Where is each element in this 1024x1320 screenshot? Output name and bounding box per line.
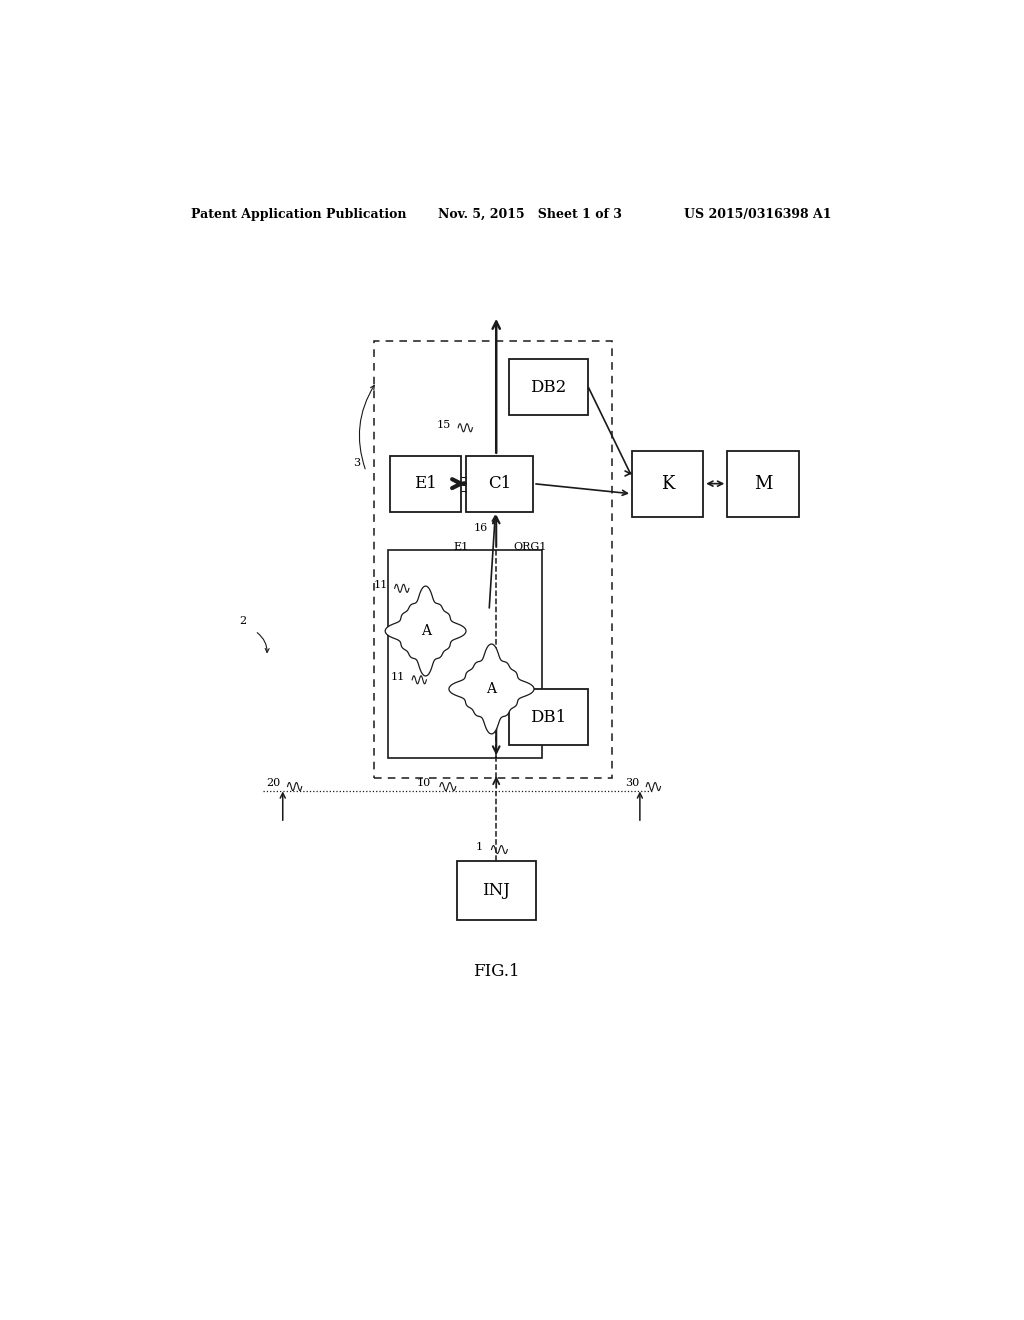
Text: 11: 11 <box>391 672 404 681</box>
Bar <box>727 450 799 516</box>
Bar <box>632 450 703 516</box>
Text: 15: 15 <box>436 420 451 430</box>
Bar <box>390 455 462 512</box>
Bar <box>457 861 536 920</box>
Text: E1: E1 <box>414 475 437 492</box>
Text: A: A <box>486 682 497 696</box>
PathPatch shape <box>385 586 466 676</box>
Bar <box>509 359 589 414</box>
Text: 20: 20 <box>266 779 281 788</box>
Text: ORG1: ORG1 <box>513 541 546 552</box>
Text: 16: 16 <box>474 523 488 533</box>
Text: 11: 11 <box>373 581 387 590</box>
Text: 30: 30 <box>625 779 639 788</box>
Text: US 2015/0316398 A1: US 2015/0316398 A1 <box>684 207 831 220</box>
Text: C1: C1 <box>487 475 511 492</box>
Text: DB2: DB2 <box>530 379 566 396</box>
Bar <box>509 689 589 746</box>
Text: A: A <box>421 624 431 638</box>
Text: INJ: INJ <box>482 882 510 899</box>
Bar <box>466 455 534 512</box>
PathPatch shape <box>449 644 534 734</box>
Text: 3: 3 <box>353 458 360 469</box>
Text: 2: 2 <box>240 616 247 626</box>
Text: FIG.1: FIG.1 <box>473 964 519 979</box>
Bar <box>374 342 612 779</box>
Text: 1: 1 <box>476 842 483 851</box>
Bar <box>388 549 543 758</box>
Text: Nov. 5, 2015   Sheet 1 of 3: Nov. 5, 2015 Sheet 1 of 3 <box>437 207 622 220</box>
Text: K: K <box>660 475 675 492</box>
Text: Patent Application Publication: Patent Application Publication <box>191 207 407 220</box>
Text: E1: E1 <box>454 541 469 552</box>
Text: 10: 10 <box>417 779 431 788</box>
Text: M: M <box>754 475 772 492</box>
Text: DB1: DB1 <box>530 709 566 726</box>
